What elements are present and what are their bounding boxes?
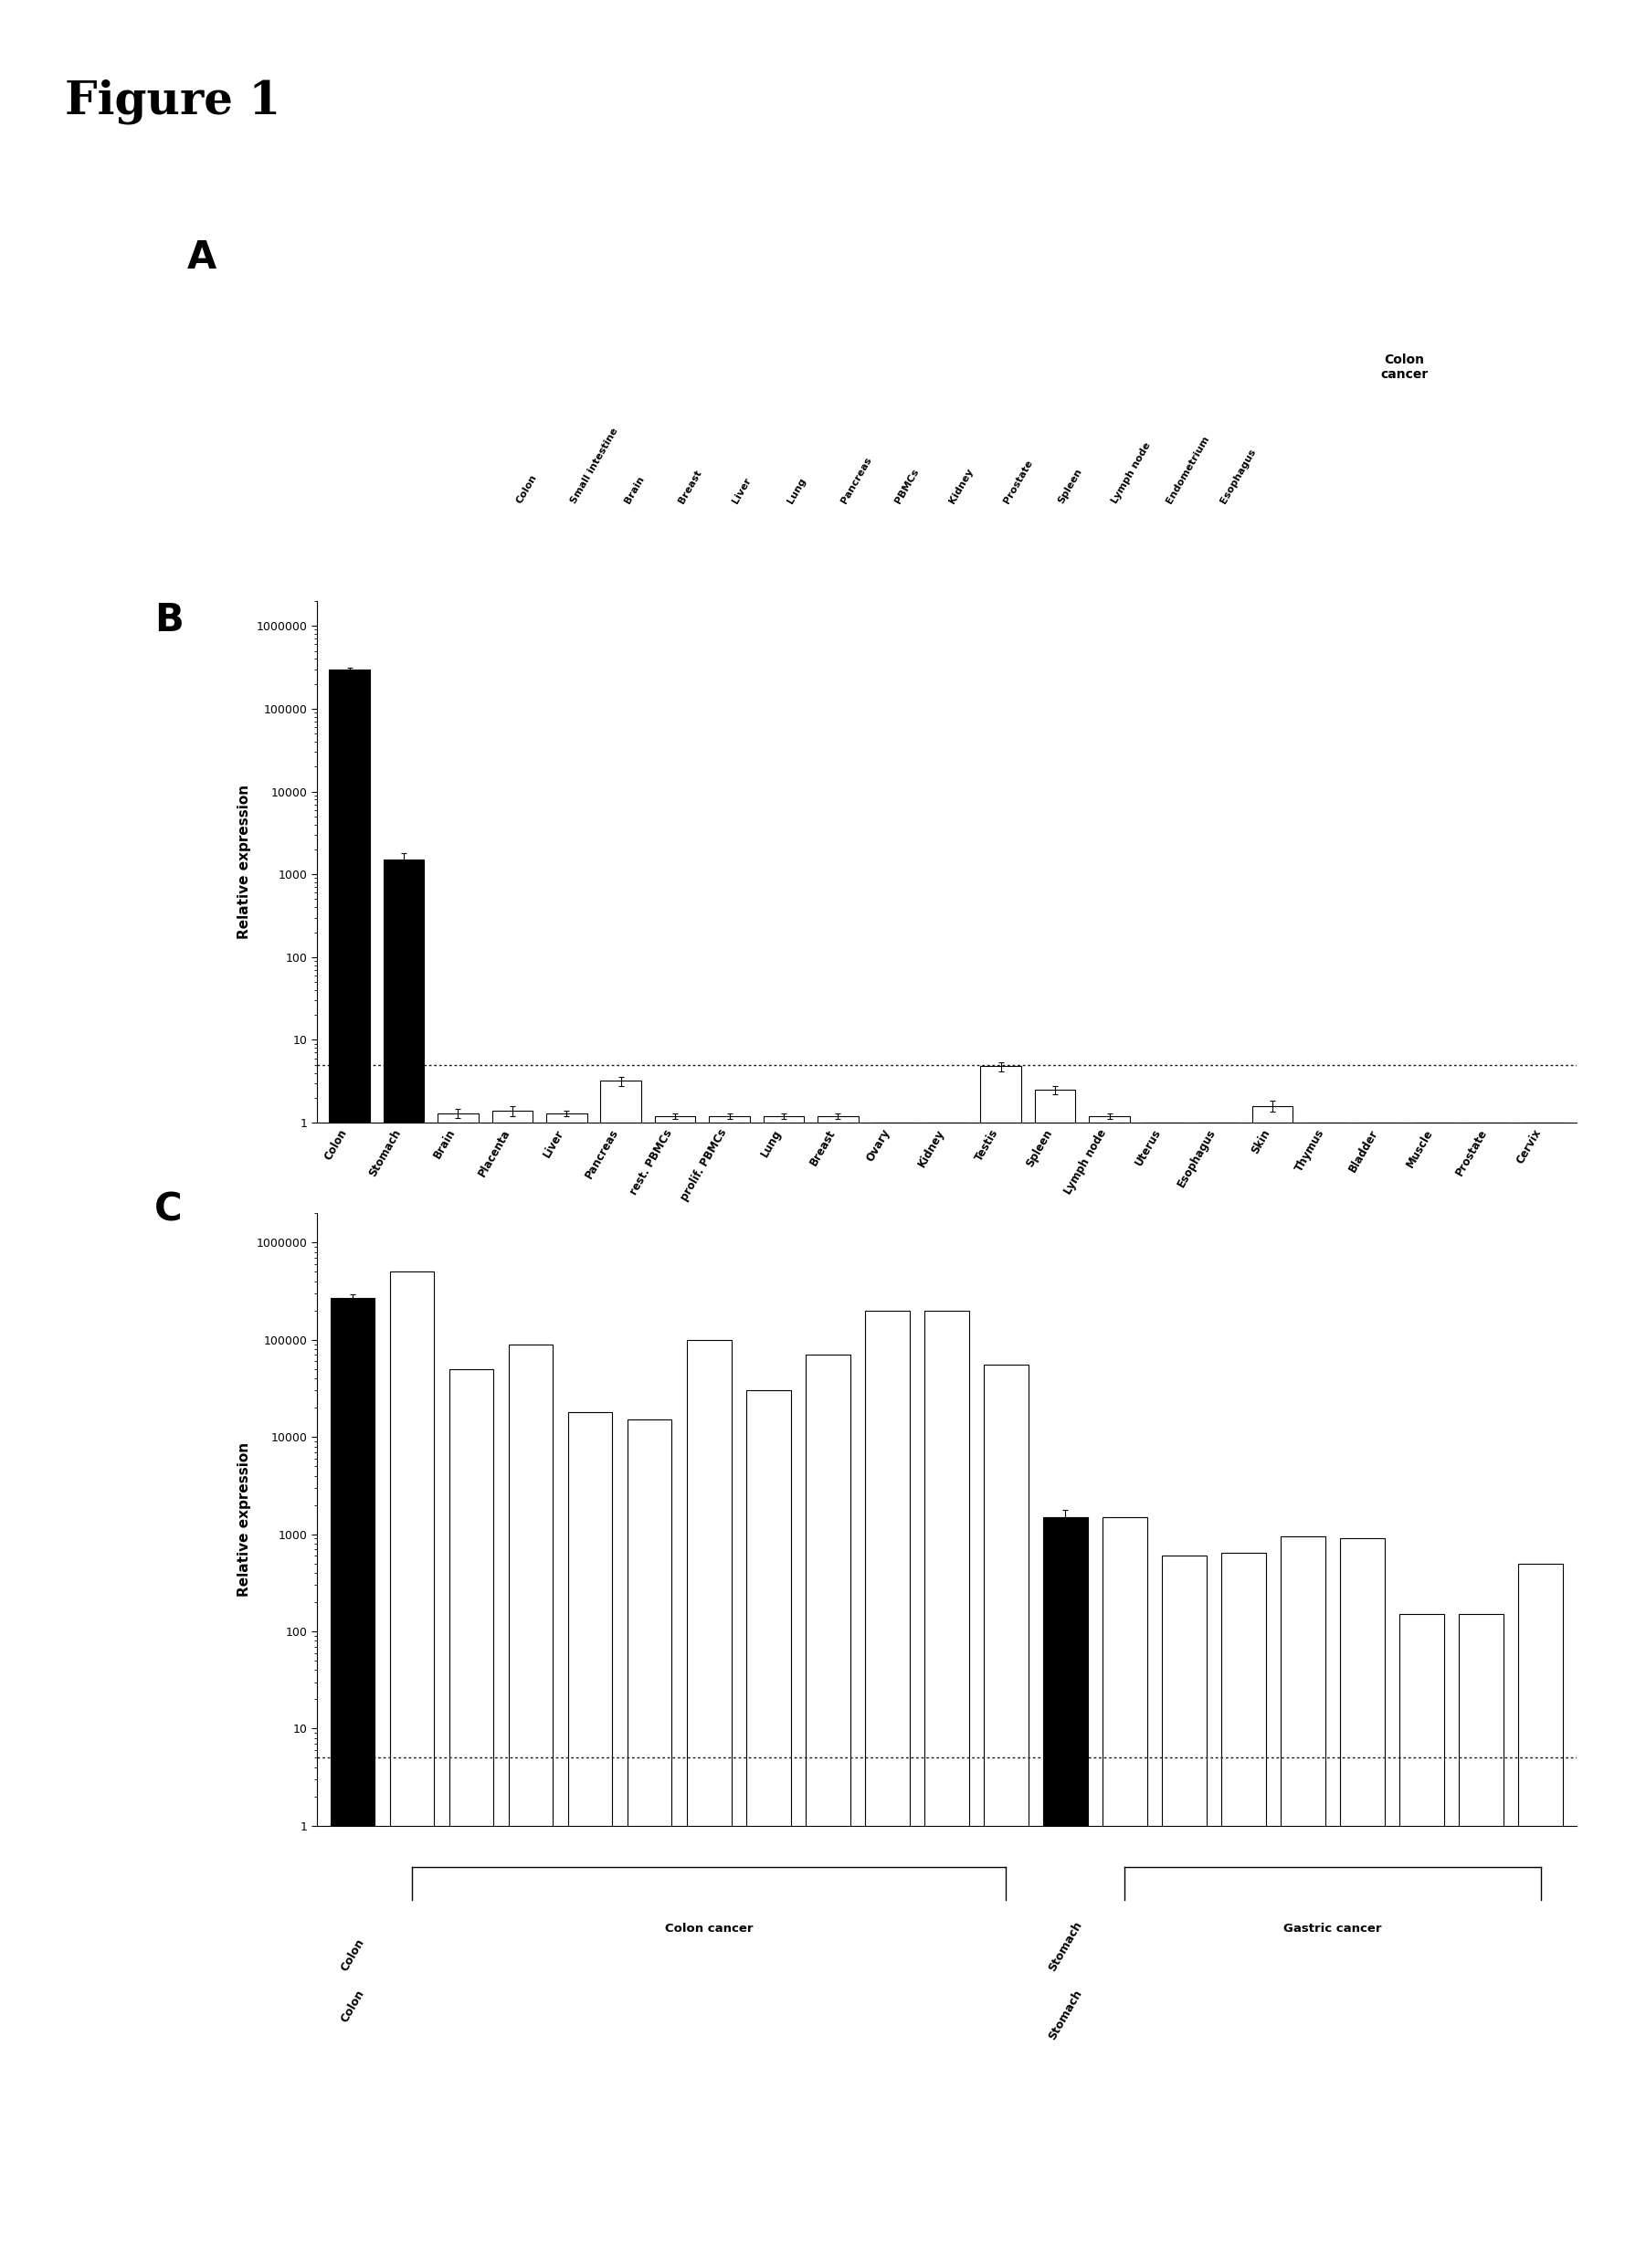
Circle shape [1287,399,1313,494]
Text: Lymph node: Lymph node [1110,440,1152,506]
Bar [1144,1123,1185,2268]
Bar [1280,1535,1326,2268]
Text: Colon: Colon [338,1937,367,1973]
Bar [567,1413,613,2268]
Text: Spleen: Spleen [1056,467,1084,506]
Bar [1198,1123,1238,2268]
Bar [492,1111,533,2268]
Bar [384,860,424,2268]
Y-axis label: Relative expression: Relative expression [237,785,252,939]
Bar [873,1123,913,2268]
Bar [448,1370,494,2268]
Bar [806,1354,850,2268]
Bar [330,1297,375,2268]
Text: Colon: Colon [515,472,538,506]
Bar [1035,1089,1076,2268]
Text: Prostate: Prostate [1003,458,1035,506]
Bar [1222,1551,1266,2268]
Bar [983,1365,1029,2268]
Bar [1399,1615,1445,2268]
Circle shape [1368,399,1394,494]
Bar [864,1311,910,2268]
Bar [1459,1615,1503,2268]
Bar [925,1311,968,2268]
Text: B: B [154,601,184,640]
Y-axis label: Relative expression: Relative expression [237,1442,252,1597]
Text: Pancreas: Pancreas [840,456,874,506]
Bar [1360,1123,1401,2268]
Circle shape [1248,399,1276,494]
Bar [1415,1123,1456,2268]
Text: Figure 1: Figure 1 [65,79,281,125]
Text: Breast: Breast [678,467,704,506]
Bar [708,1116,749,2268]
Bar [980,1066,1020,2268]
Bar [546,1114,587,2268]
Bar [1518,1563,1563,2268]
Text: Gastric cancer: Gastric cancer [1284,1923,1381,1935]
Text: Kidney: Kidney [947,467,975,506]
Text: Small intestine: Small intestine [569,426,619,506]
Text: Stomach: Stomach [1046,1919,1084,1973]
Bar [627,1420,671,2268]
Bar [1162,1556,1206,2268]
Text: C: C [154,1191,182,1229]
Circle shape [1406,399,1433,494]
Bar [746,1390,791,2268]
Text: A: A [187,238,216,277]
Bar [764,1116,804,2268]
Bar [601,1082,642,2268]
Bar [817,1116,858,2268]
Bar [655,1116,695,2268]
Bar [687,1340,731,2268]
Bar [1341,1538,1384,2268]
Text: Colon
cancer: Colon cancer [1380,354,1428,381]
Text: Stomach: Stomach [1046,1987,1084,2041]
Text: Liver: Liver [731,476,754,506]
Bar [1469,1123,1510,2268]
Bar [926,1123,967,2268]
Text: Lung: Lung [785,476,808,506]
Text: Colon: Colon [338,1987,367,2025]
Circle shape [1329,399,1357,494]
Circle shape [497,386,531,508]
Text: Brain: Brain [622,474,645,506]
Text: Endometrium: Endometrium [1165,433,1211,506]
Bar [1102,1517,1147,2268]
Bar [1043,1517,1087,2268]
Bar [437,1114,478,2268]
Bar [390,1272,434,2268]
Bar [509,1345,552,2268]
Bar [1523,1123,1563,2268]
Bar [330,669,370,2268]
Bar [1251,1107,1292,2268]
Bar [1089,1116,1129,2268]
Text: PBMCs: PBMCs [894,467,921,506]
Bar [1306,1123,1347,2268]
Text: Colon cancer: Colon cancer [665,1923,752,1935]
Text: Esophagus: Esophagus [1219,447,1258,506]
